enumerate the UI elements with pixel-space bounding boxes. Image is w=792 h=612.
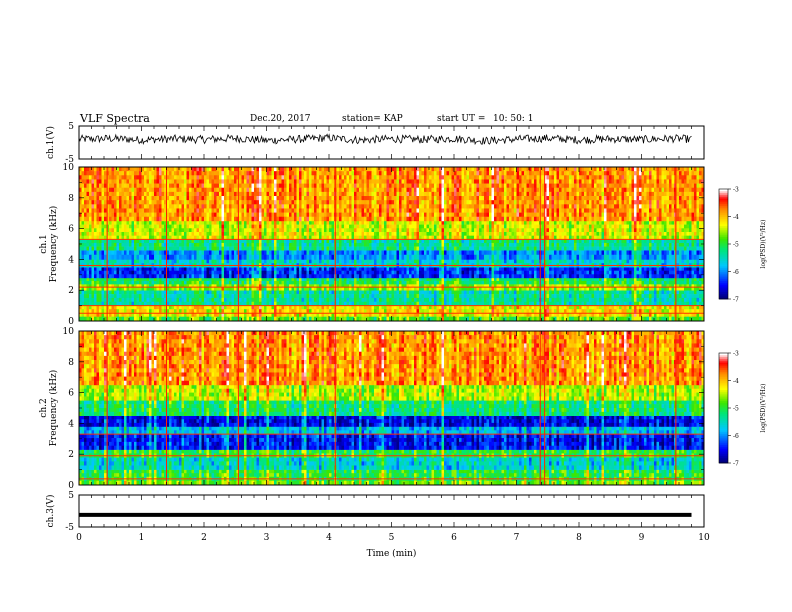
vlf-spectra-figure: 5-5ch.1(V)0246810ch.1 Frequency (kHz)-3-4… [0,0,792,612]
ch2-channel-label: ch.2 [39,398,49,417]
x-tick-label: 8 [576,533,582,543]
ch3-ytick-label: 5 [68,491,74,501]
x-tick-label: 5 [389,533,395,543]
x-tick-label: 2 [201,533,207,543]
ch1-colorbar-label: log(PSD)(V²/Hz) [760,220,767,269]
ch1-colorbar-tick-label: -5 [733,242,739,249]
ch1-ytick-label: 2 [68,286,74,296]
ch1-colorbar-tick-label: -4 [733,214,739,221]
x-tick-label: 9 [639,533,645,543]
ch1-frequency-label: Frequency (kHz) [48,206,59,283]
x-tick-label: 3 [264,533,270,543]
ch2-colorbar-tick-label: -7 [733,461,739,468]
ch1-ytick-label: 5 [68,122,74,132]
ch1-ytick-label: 0 [68,317,74,327]
x-tick-label: 1 [139,533,145,543]
x-tick-label: 4 [326,533,332,543]
ch2-colorbar-tick-label: -4 [733,378,739,385]
ch2-ytick-label: 4 [68,419,74,429]
ch2-colorbar-tick-label: -5 [733,406,739,413]
ch1-colorbar-tick-label: -6 [733,269,739,276]
ch1-ytick-label: 10 [63,163,75,173]
x-tick-label: 10 [698,533,710,543]
ch1-channel-label: ch.1 [39,234,49,253]
x-tick-label: 7 [514,533,520,543]
ch1-ytick-label: 8 [68,194,74,204]
ch1-colorbar-tick-label: -7 [733,297,739,304]
ch2-spectrogram [79,331,704,485]
ch2-ytick-label: 0 [68,481,74,491]
ch2-ytick-label: 10 [63,327,75,337]
ch2-ytick-label: 8 [68,358,74,368]
x-tick-label: 0 [76,533,82,543]
ch1-colorbar [719,189,728,299]
ch2-colorbar-tick-label: -6 [733,433,739,440]
ch2-ytick-label: 2 [68,450,74,460]
ch2-colorbar-tick-label: -3 [733,351,739,358]
ch1-ytick-label: 6 [68,225,74,235]
ch3-ylabel: ch.3(V) [45,495,56,528]
x-tick-label: 6 [451,533,457,543]
ch1-colorbar-tick-label: -3 [733,187,739,194]
ch2-ytick-label: 6 [68,389,74,399]
ch1-spectrogram [79,167,704,321]
ch1-ylabel: ch.1(V) [45,126,56,159]
ch2-colorbar [719,353,728,463]
ch2-frequency-label: Frequency (kHz) [48,370,59,447]
x-axis-label: Time (min) [367,548,417,559]
ch3-ytick-label: -5 [65,523,74,533]
ch2-colorbar-label: log(PSD)(V²/Hz) [760,384,767,433]
ch1-ytick-label: 4 [68,255,74,265]
ch1-waveform-line [79,134,692,144]
